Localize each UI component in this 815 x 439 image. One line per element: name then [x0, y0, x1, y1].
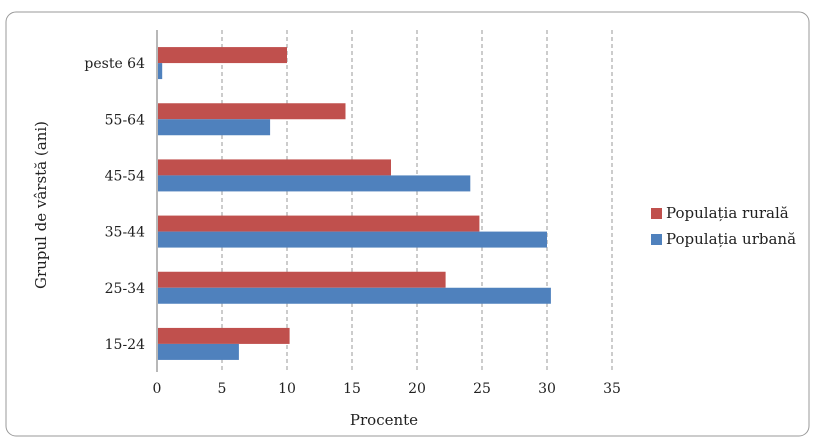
bar-urban: [158, 63, 163, 80]
bar-urban: [158, 287, 551, 304]
x-tick-label: 35: [603, 381, 621, 397]
y-tick-label: 35-44: [105, 225, 145, 241]
y-tick-label: peste 64: [84, 56, 145, 72]
x-tick-labels: 0 5 10 15 20 25 30 35: [153, 381, 621, 397]
y-axis-title: Grupul de vârstă (ani): [32, 121, 50, 289]
bar-rural: [158, 103, 346, 120]
legend-label: Populația rurală: [666, 204, 789, 222]
x-tick-label: 5: [218, 381, 227, 397]
legend-swatch: [651, 234, 662, 245]
legend-swatch: [651, 208, 662, 219]
bar-rural: [158, 159, 391, 176]
bar-urban: [158, 119, 271, 136]
y-tick-label: 45-54: [105, 168, 145, 184]
x-tick-label: 20: [408, 381, 426, 397]
x-axis-title: Procente: [350, 411, 418, 429]
bar-rural: [158, 215, 480, 232]
x-tick-label: 30: [538, 381, 556, 397]
x-tick-label: 15: [343, 381, 361, 397]
y-tick-label: 55-64: [105, 112, 145, 128]
x-tick-label: 10: [278, 381, 296, 397]
bar-rural: [158, 271, 446, 288]
y-tick-labels: peste 64 55-64 45-54 35-44 25-34 15-24: [84, 56, 145, 353]
bar-rural: [158, 47, 287, 64]
bar-urban: [158, 175, 471, 192]
bar-urban: [158, 343, 239, 360]
legend: Populația rurală Populația urbană: [651, 204, 796, 248]
bars: [158, 47, 551, 360]
gridlines: [221, 30, 613, 372]
y-tick-label: 15-24: [105, 337, 145, 353]
bar-urban: [158, 231, 547, 248]
y-tick-label: 25-34: [105, 281, 145, 297]
x-tick-label: 0: [153, 381, 162, 397]
x-tick-label: 25: [473, 381, 491, 397]
legend-label: Populația urbană: [666, 230, 796, 248]
bar-rural: [158, 327, 290, 344]
